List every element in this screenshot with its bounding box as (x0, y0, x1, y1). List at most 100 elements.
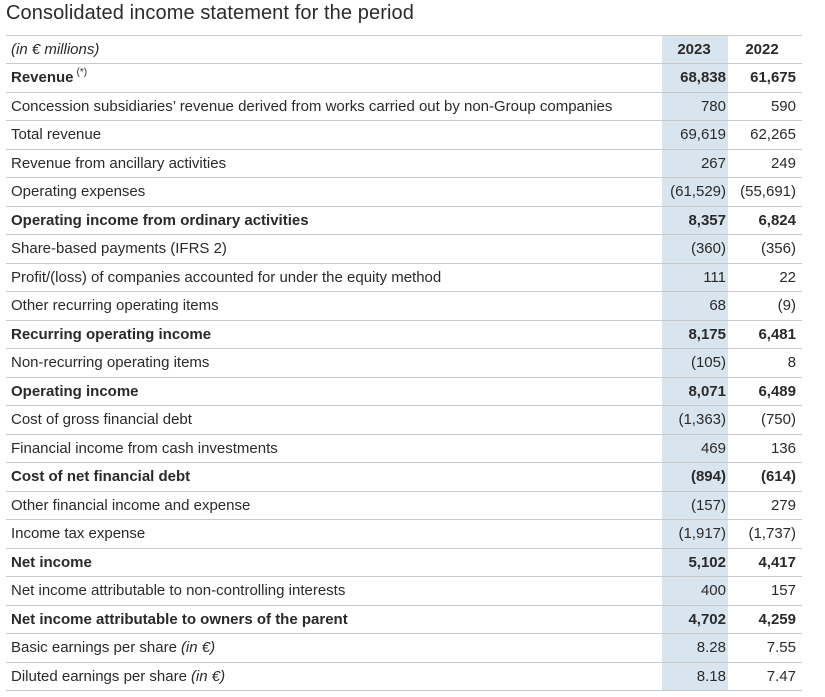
value-2023: (894) (662, 463, 728, 491)
row-label: Basic earnings per share (in €) (11, 634, 215, 662)
row-label-text: Other financial income and expense (11, 496, 251, 514)
row-label: Revenue from ancillary activities (11, 150, 226, 178)
row-label: Recurring operating income (11, 321, 211, 349)
row-label-text: Profit/(loss) of companies accounted for… (11, 268, 442, 286)
value-2023: 8.28 (662, 634, 728, 662)
table-row: Net income attributable to non-controlli… (6, 577, 802, 606)
value-2022: (55,691) (740, 183, 796, 201)
row-label-text: Operating expenses (11, 183, 146, 201)
value-2023: 8.18 (662, 662, 728, 690)
table-row: Other recurring operating items 68 (9) (6, 292, 802, 321)
value-2023: (360) (662, 235, 728, 263)
value-2022: 249 (770, 154, 796, 172)
row-label: Net income attributable to non-controlli… (11, 577, 345, 605)
value-2022: 22 (779, 268, 796, 286)
table-row: Basic earnings per share (in €) 8.28 7.55 (6, 634, 802, 663)
value-2022: 590 (770, 97, 796, 115)
row-label-text: Non-recurring operating items (11, 354, 210, 372)
value-2022: 7.55 (766, 639, 796, 657)
table-row: Recurring operating income 8,175 6,481 (6, 320, 802, 349)
value-2023: 8,175 (662, 320, 728, 348)
value-2022: (1,737) (748, 525, 796, 543)
value-2022: 4,259 (758, 610, 796, 628)
table-row: Financial income from cash investments 46… (6, 434, 802, 463)
table-row: Diluted earnings per share (in €) 8.18 7.47 (6, 662, 802, 691)
table-row: Operating income from ordinary activitie… (6, 206, 802, 235)
table-header-row: (in € millions) 2023 2022 (6, 35, 802, 64)
value-2022: 62,265 (750, 126, 796, 144)
column-header-2023: 2023 (662, 36, 728, 63)
row-label-text: Revenue from ancillary activities (11, 154, 227, 172)
row-label: Concession subsidiaries’ revenue derived… (11, 93, 612, 121)
row-label: Cost of net financial debt (11, 463, 190, 491)
value-2022: 4,417 (758, 553, 796, 571)
value-2022: 279 (770, 496, 796, 514)
table-row: Revenue (*) 68,838 61,675 (6, 64, 802, 93)
value-2023: 400 (662, 577, 728, 605)
value-2022: 6,481 (758, 325, 796, 343)
value-2022: 157 (770, 582, 796, 600)
value-2023: 68,838 (662, 64, 728, 92)
row-label-text: Cost of net financial debt (11, 468, 191, 486)
row-label-text: Income tax expense (11, 525, 146, 543)
table-row: Concession subsidiaries’ revenue derived… (6, 92, 802, 121)
table-row: Profit/(loss) of companies accounted for… (6, 263, 802, 292)
value-2022: 7.47 (766, 667, 796, 685)
row-label-text: Share-based payments (IFRS 2) (11, 240, 227, 258)
row-label-text: Operating income (11, 382, 139, 400)
table-row: Net income attributable to owners of the… (6, 605, 802, 634)
row-label-text: Diluted earnings per share (11, 667, 187, 685)
row-label-text: Total revenue (11, 126, 102, 144)
value-2022: (614) (760, 468, 796, 486)
row-label: Profit/(loss) of companies accounted for… (11, 264, 441, 292)
row-label: Non-recurring operating items (11, 349, 209, 377)
value-2023: (157) (662, 491, 728, 519)
value-2022: 61,675 (750, 69, 796, 87)
value-2023: 68 (662, 292, 728, 320)
row-label-text: Net income attributable to owners of the… (11, 610, 348, 628)
value-2022: (9) (777, 297, 796, 315)
row-label-text: Other recurring operating items (11, 297, 219, 315)
value-2023: (1,917) (662, 520, 728, 548)
row-label: Diluted earnings per share (in €) (11, 663, 225, 691)
table-row: Net income 5,102 4,417 (6, 548, 802, 577)
row-label: Net income (11, 549, 92, 577)
table-row: Cost of net financial debt (894) (614) (6, 463, 802, 492)
row-label: Other financial income and expense (11, 492, 250, 520)
table-body: Revenue (*) 68,838 61,675 Concession subsidi… (6, 64, 802, 691)
value-2023: 5,102 (662, 548, 728, 576)
units-label: (in € millions) (11, 41, 100, 58)
table-row: Operating expenses (61,529) (55,691) (6, 178, 802, 207)
income-statement-table: (in € millions) 2023 2022 Revenue (*) 68,8… (6, 35, 802, 691)
value-2022: 136 (770, 439, 796, 457)
row-label: Operating income from ordinary activitie… (11, 207, 309, 235)
table-row: Share-based payments (IFRS 2) (360) (356) (6, 235, 802, 264)
value-2023: 780 (662, 92, 728, 120)
row-label: Other recurring operating items (11, 292, 219, 320)
value-2023: 8,357 (662, 206, 728, 234)
page-title: Consolidated income statement for the pe… (6, 2, 414, 24)
value-2022: 8 (787, 354, 796, 372)
row-label-text: Operating income from ordinary activitie… (11, 211, 309, 229)
value-2023: 111 (662, 263, 728, 291)
table-row: Cost of gross financial debt (1,363) (750) (6, 406, 802, 435)
value-2022: (356) (760, 240, 796, 258)
row-label-text: Recurring operating income (11, 325, 212, 343)
value-2023: (105) (662, 349, 728, 377)
column-header-2022: 2022 (745, 41, 779, 58)
row-label: Revenue (*) (11, 64, 87, 92)
row-label: Financial income from cash investments (11, 435, 278, 463)
row-label: Share-based payments (IFRS 2) (11, 235, 227, 263)
row-label: Operating income (11, 378, 139, 406)
table-row: Non-recurring operating items (105) 8 (6, 349, 802, 378)
row-label-text: Net income attributable to non-controlli… (11, 582, 346, 600)
table-row: Total revenue 69,619 62,265 (6, 121, 802, 150)
footnote-marker: (*) (76, 67, 88, 79)
row-label-text: Financial income from cash investments (11, 439, 278, 457)
value-2022: 6,824 (758, 211, 796, 229)
row-label-text: Net income (11, 553, 92, 571)
unit-label: (in €) (190, 667, 226, 685)
value-2023: 267 (662, 149, 728, 177)
row-label: Cost of gross financial debt (11, 406, 192, 434)
table-row: Revenue from ancillary activities 267 249 (6, 149, 802, 178)
